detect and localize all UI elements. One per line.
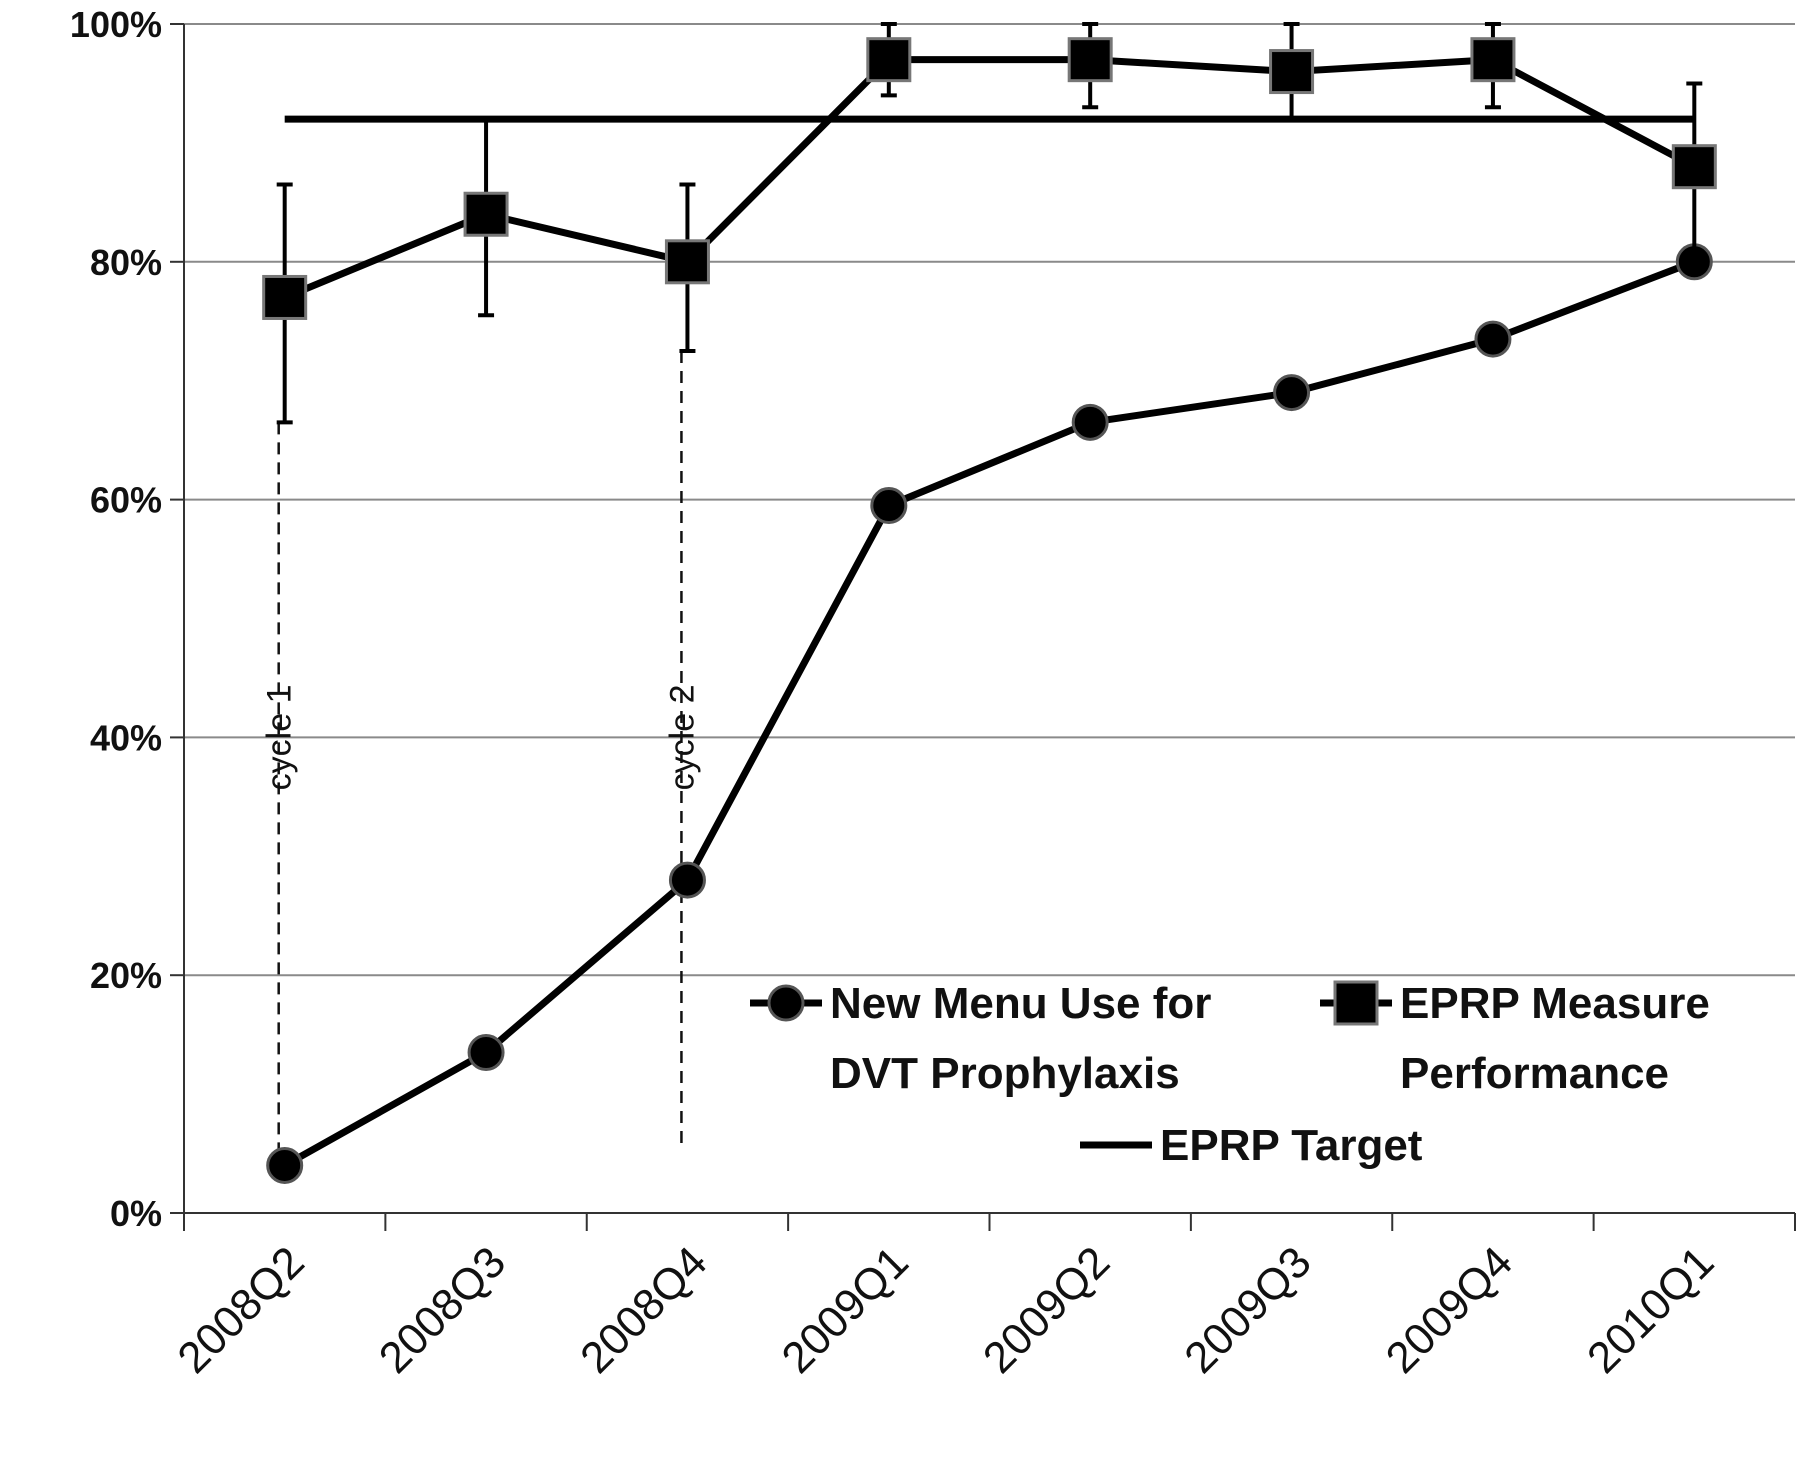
x-tick-label: 2009Q3 (1175, 1237, 1320, 1382)
legend-entry-2: EPRP Target (1080, 1121, 1423, 1170)
y-tick-label: 20% (90, 955, 162, 996)
legend-label: Performance (1400, 1049, 1669, 1098)
legend-label: EPRP Measure (1400, 979, 1710, 1028)
data-point-square (1671, 144, 1717, 190)
x-tick-label: 2008Q3 (370, 1237, 515, 1382)
x-tick-label: 2008Q4 (571, 1237, 716, 1382)
series-1 (262, 22, 1717, 425)
data-point-square (262, 274, 308, 320)
legend: New Menu Use for DVT Prophylaxis EPRP Meas… (750, 979, 1710, 1170)
legend-entry-0: New Menu Use for DVT Prophylaxis (750, 979, 1211, 1098)
cycle-label: cycle 2 (663, 684, 701, 790)
legend-marker (1333, 980, 1379, 1026)
y-tick-label: 0% (110, 1193, 162, 1234)
data-point-circle (467, 1033, 505, 1071)
data-point-circle (1474, 320, 1512, 358)
x-tick-label: 2010Q1 (1578, 1237, 1723, 1382)
legend-label: DVT Prophylaxis (830, 1049, 1180, 1098)
series-line (283, 56, 1696, 301)
x-tick-label: 2009Q1 (773, 1237, 918, 1382)
data-point-circle (668, 861, 706, 899)
data-point-circle (1071, 403, 1109, 441)
series-0 (266, 243, 1713, 1184)
series-lines (262, 22, 1717, 1184)
data-point-square (1269, 49, 1315, 95)
y-tick-label: 40% (90, 717, 162, 758)
legend-label: EPRP Target (1160, 1121, 1423, 1170)
y-tick-label: 80% (90, 242, 162, 283)
data-point-square (664, 239, 710, 285)
legend-label: New Menu Use for (830, 979, 1211, 1028)
x-tick-label: 2009Q4 (1377, 1237, 1522, 1382)
legend-entry-1: EPRP Measure Performance (1320, 979, 1710, 1098)
data-point-square (866, 37, 912, 83)
data-point-square (1470, 37, 1516, 83)
cycle-annotations: cycle 1 cycle 2 (261, 350, 701, 1166)
series-line (282, 258, 1696, 1169)
data-point-circle (1273, 374, 1311, 412)
x-tick-label: 2008Q2 (168, 1237, 313, 1382)
data-point-circle (266, 1146, 304, 1184)
axes: 0% 20% 40% 60% 80% 100% 2008Q2 2008Q3 2008Q4 2009… (70, 4, 1796, 1383)
legend-marker (767, 984, 805, 1022)
data-point-square (1067, 37, 1113, 83)
cycle-label: cycle 1 (261, 684, 299, 790)
gridlines (184, 23, 1795, 977)
data-point-circle (870, 487, 908, 525)
data-point-square (463, 191, 509, 237)
x-tick-label: 2009Q2 (974, 1237, 1119, 1382)
y-tick-label: 60% (90, 480, 162, 521)
y-tick-label: 100% (70, 4, 162, 45)
